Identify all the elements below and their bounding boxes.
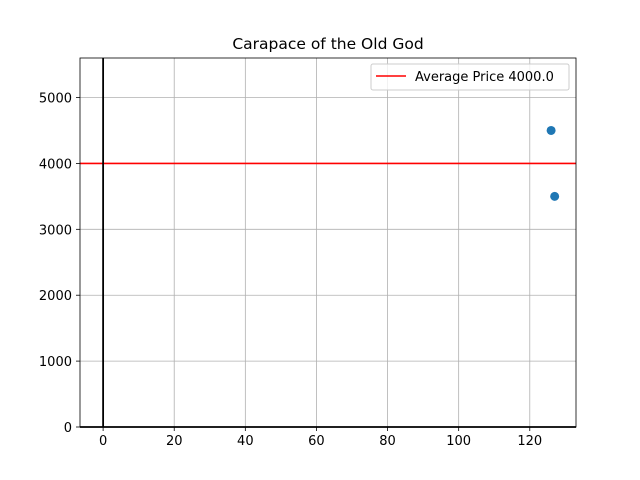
plot-area: [80, 58, 576, 427]
plot-frame: [79, 57, 577, 428]
legend-box: [370, 63, 570, 91]
chart-title: Carapace of the Old God: [232, 35, 423, 53]
data-points: [546, 125, 560, 201]
x-tick-label: 20: [166, 434, 183, 449]
x-axis-ticks: 0 20 40 60 80 100 120: [99, 427, 542, 449]
x-tick-label: 80: [379, 434, 396, 449]
y-tick-label: 1000: [39, 355, 72, 370]
y-tick-label: 5000: [39, 92, 72, 107]
y-tick-label: 2000: [39, 289, 72, 304]
x-tick-label: 40: [237, 434, 254, 449]
y-tick-label: 3000: [39, 223, 72, 238]
scatter-point: [546, 125, 556, 135]
scatter-point: [550, 191, 560, 201]
y-axis-ticks: 0 1000 2000 3000 4000 5000: [39, 92, 80, 436]
y-tick-label: 4000: [39, 157, 72, 172]
x-tick-label: 120: [517, 434, 542, 449]
y-tick-label: 0: [64, 421, 72, 436]
x-tick-label: 60: [308, 434, 325, 449]
legend: Average Price 4000.0: [370, 63, 570, 91]
x-tick-label: 100: [446, 434, 471, 449]
x-tick-label: 0: [99, 434, 107, 449]
legend-label-average-price: Average Price 4000.0: [415, 70, 554, 85]
